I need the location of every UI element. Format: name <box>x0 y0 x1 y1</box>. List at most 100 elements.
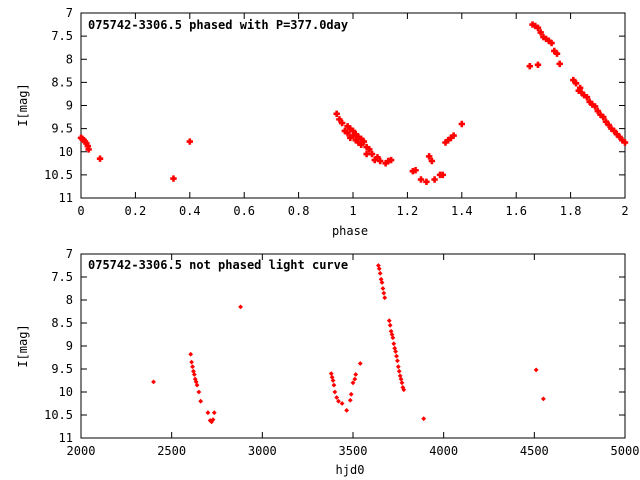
phased-data-point <box>352 130 359 138</box>
phased-data-point <box>428 157 436 165</box>
unphased-plot-x-axis-label: hjd0 <box>336 463 365 477</box>
unphased-data-point <box>194 382 200 388</box>
unphased-data-point <box>353 372 359 377</box>
unphased-data-point <box>541 396 546 402</box>
phased-data-point <box>368 150 376 158</box>
unphased-data-point <box>394 353 399 359</box>
phased-plot-ticks: 0 0.2 0.4 0.6 0.8 1 1.2 1.4 1.6 1.8 2 7 7.5 8 8.5 9 9.5 1… <box>44 6 629 218</box>
phased-x-tick-label: 1.4 <box>451 204 473 218</box>
phased-data-point <box>349 127 357 135</box>
unphased-data-point <box>151 379 156 385</box>
unphased-data-point <box>379 280 385 285</box>
unphased-x-tick-label: 4000 <box>429 444 458 458</box>
unphased-data-point <box>332 389 338 395</box>
phased-data-point <box>458 120 465 128</box>
phased-data-point <box>589 101 596 108</box>
phased-data-point <box>445 136 452 144</box>
unphased-data-point <box>328 371 334 376</box>
phased-data-point <box>600 113 607 121</box>
phased-data-point <box>423 178 430 186</box>
unphased-data-point <box>350 380 356 386</box>
phased-plot-title: 075742-3306.5 phased with P=377.0day <box>88 18 348 32</box>
unphased-data-point <box>377 270 383 276</box>
unphased-data-point <box>188 351 194 357</box>
unphased-data-point <box>352 376 358 382</box>
phased-y-tick-label: 8 <box>66 52 73 66</box>
unphased-data-point <box>395 364 401 370</box>
phased-data-point <box>170 175 177 182</box>
phased-data-point <box>355 133 362 141</box>
phased-data-point <box>581 92 588 99</box>
unphased-x-tick-label: 2000 <box>67 444 96 458</box>
unphased-x-tick-label: 3500 <box>339 444 368 458</box>
phased-y-tick-label: 8.5 <box>51 75 73 89</box>
phased-data-point <box>371 156 378 164</box>
phased-data-point <box>336 116 343 123</box>
phased-x-tick-label: 1 <box>349 204 356 218</box>
phased-y-tick-label: 10 <box>59 145 73 159</box>
phased-data-point <box>439 171 446 179</box>
unphased-data-point <box>238 304 243 310</box>
phased-plot-y-axis-label: I[mag] <box>16 83 30 126</box>
unphased-y-tick-label: 8 <box>66 293 73 307</box>
unphased-data-point <box>395 358 400 364</box>
phased-data-point <box>534 61 542 68</box>
phased-y-tick-label: 7 <box>66 6 73 20</box>
phased-y-tick-label: 11 <box>59 191 73 205</box>
phased-data-point <box>553 50 561 57</box>
unphased-data-point <box>331 382 337 388</box>
phased-data-point <box>357 135 365 142</box>
phased-light-curve-plot: 075742-3306.5 phased with P=377.0day pha… <box>16 6 629 238</box>
unphased-data-point <box>330 378 336 383</box>
unphased-data-point <box>347 397 353 403</box>
phased-data-point <box>374 154 381 161</box>
unphased-data-point <box>210 417 216 422</box>
unphased-data-point <box>334 395 340 400</box>
phased-data-point <box>551 47 558 55</box>
phased-data-point <box>366 146 373 153</box>
unphased-data-point <box>392 345 398 351</box>
phased-data-point <box>387 156 395 164</box>
phased-data-point <box>534 24 542 31</box>
phased-data-point <box>576 84 584 92</box>
unphased-y-tick-label: 8.5 <box>51 316 73 330</box>
phased-data-point <box>344 130 351 137</box>
phased-data-point <box>540 33 547 41</box>
phased-data-point <box>363 143 370 151</box>
phased-data-point <box>352 136 359 144</box>
unphased-data-point <box>205 410 211 416</box>
phased-data-point <box>605 121 612 129</box>
unphased-plot-data-points <box>151 263 546 425</box>
phased-plot-data-points <box>77 21 629 186</box>
unphased-data-point <box>375 263 381 268</box>
unphased-data-point <box>421 416 427 422</box>
phased-x-tick-label: 0.2 <box>125 204 147 218</box>
phased-x-tick-label: 1.8 <box>560 204 582 218</box>
phased-data-point <box>447 134 455 142</box>
phased-data-point <box>186 138 193 145</box>
unphased-data-point <box>196 389 202 395</box>
phased-data-point <box>80 136 87 144</box>
phased-data-point <box>363 150 370 158</box>
unphased-y-tick-label: 11 <box>59 431 73 445</box>
phased-data-point <box>83 140 90 147</box>
phased-data-point <box>583 93 591 101</box>
phased-data-point <box>542 35 550 43</box>
phased-x-tick-label: 1.2 <box>397 204 419 218</box>
unphased-data-point <box>386 318 392 324</box>
phased-x-tick-label: 0 <box>77 204 84 218</box>
unphased-data-point <box>381 290 387 296</box>
phased-data-point <box>450 132 457 139</box>
unphased-y-tick-label: 9 <box>66 339 73 353</box>
phased-data-point <box>355 139 362 146</box>
unphased-data-point <box>211 410 217 416</box>
unphased-data-point <box>189 359 195 365</box>
phased-x-tick-label: 0.4 <box>179 204 201 218</box>
unphased-data-point <box>387 322 393 328</box>
phased-data-point <box>431 176 438 183</box>
unphased-data-point <box>380 286 386 291</box>
phased-data-point <box>575 87 582 94</box>
phased-data-point <box>84 143 91 150</box>
unphased-data-point <box>390 335 396 341</box>
